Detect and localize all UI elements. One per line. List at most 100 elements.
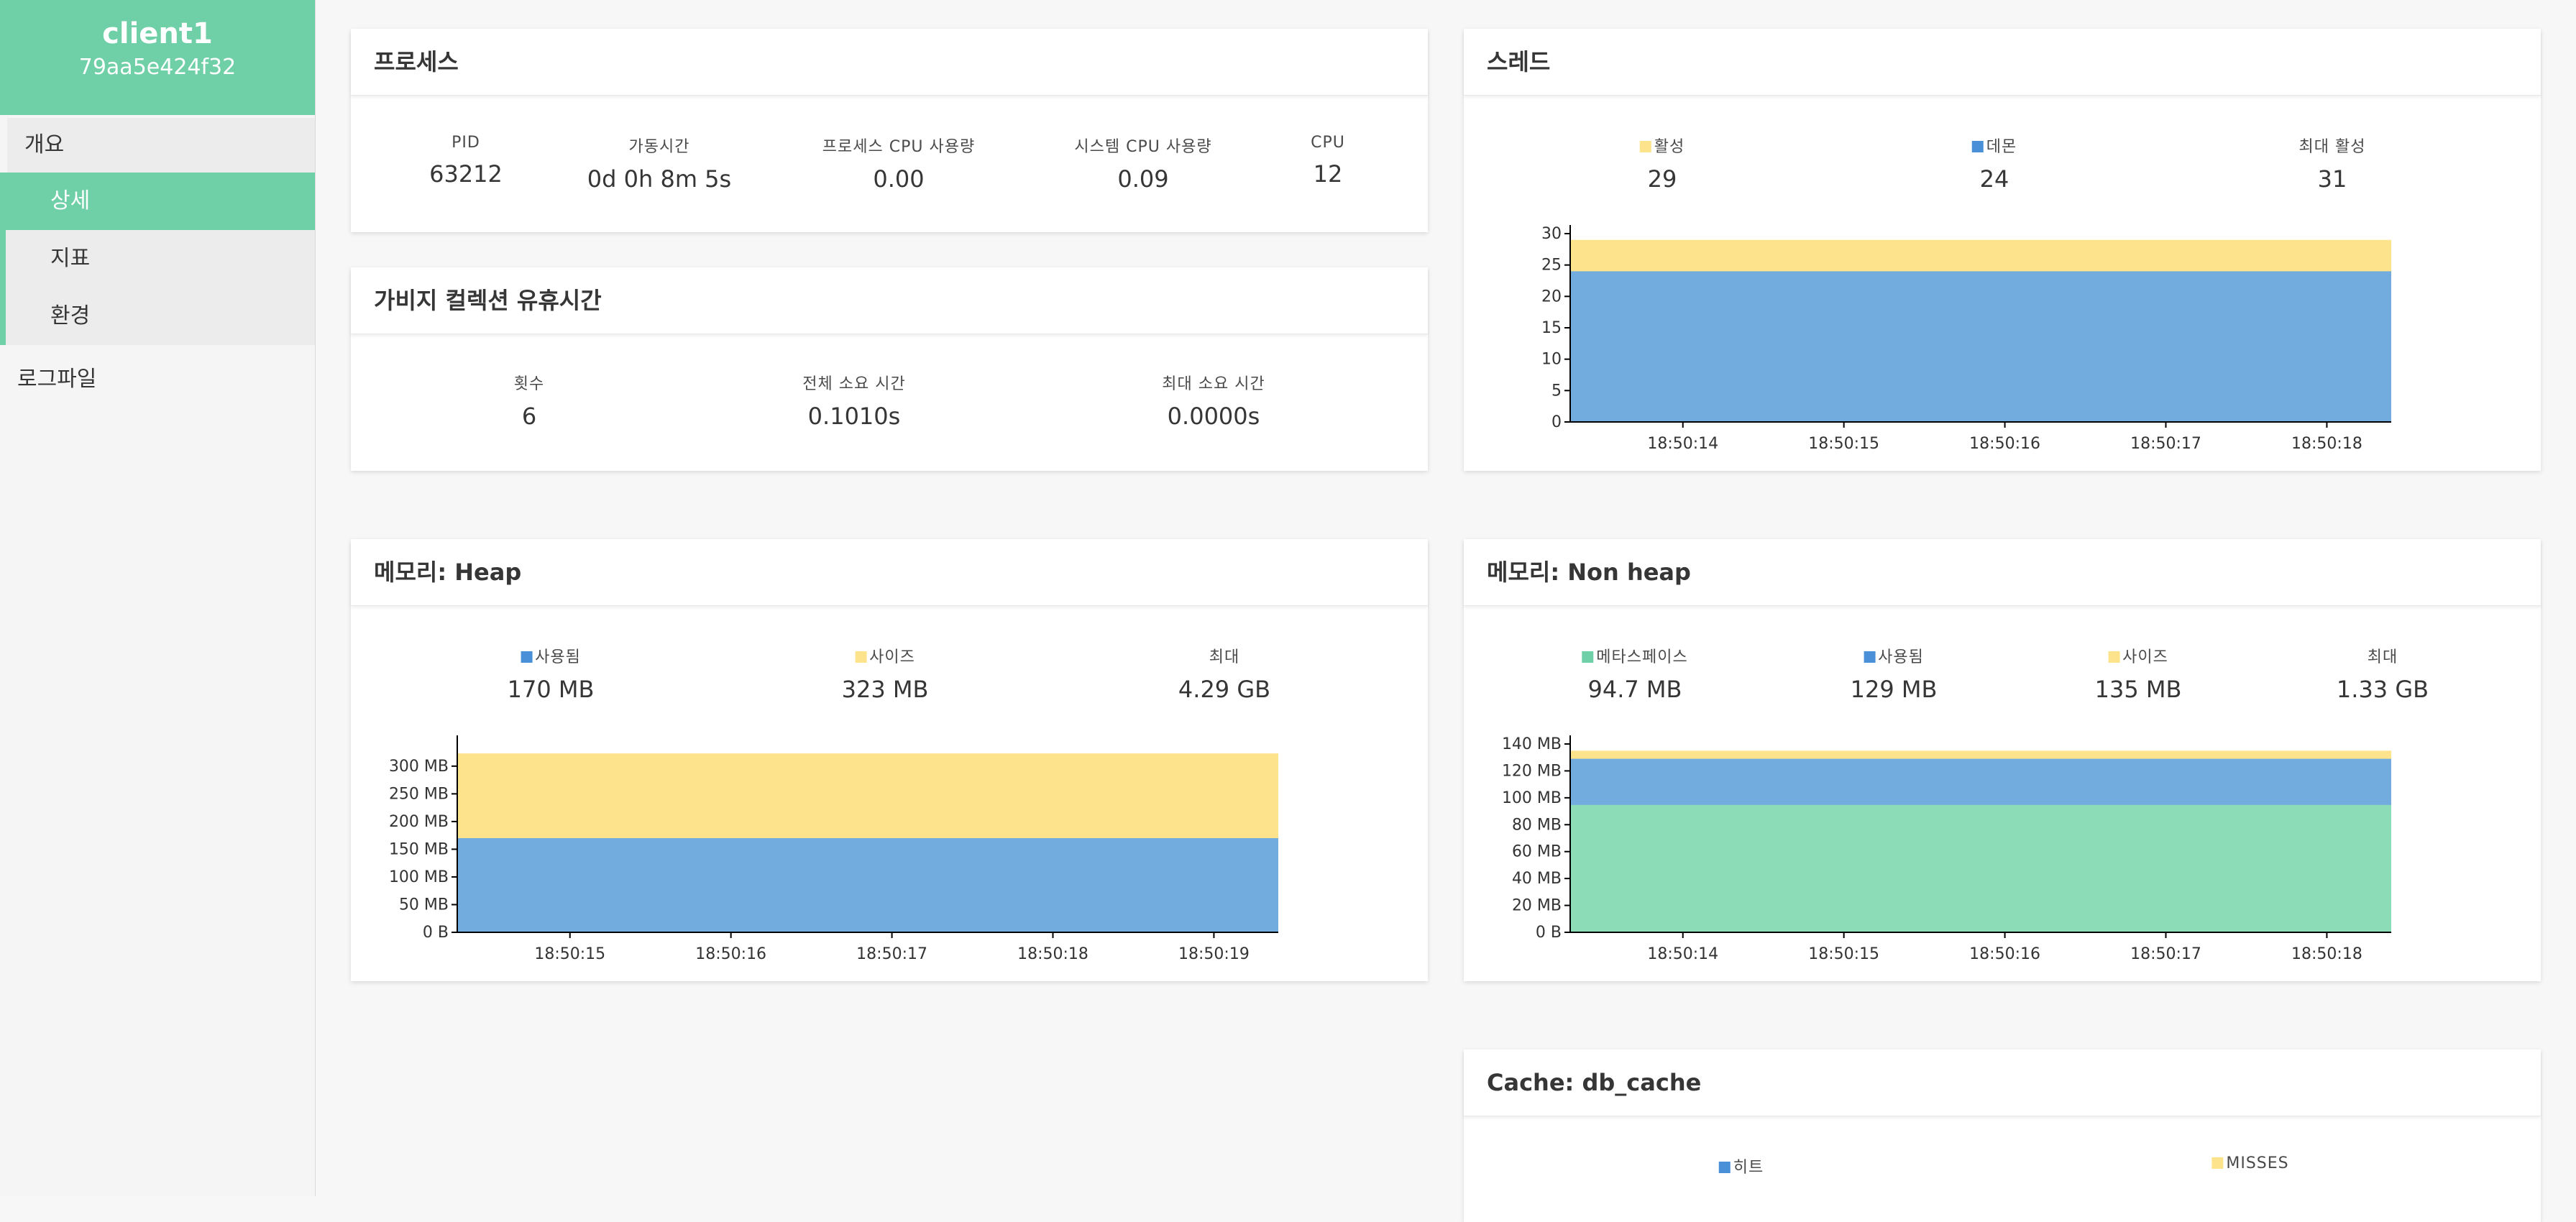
stat-cache-hits: 히트	[1718, 1154, 1764, 1177]
y-tick-label: 5	[1551, 382, 1562, 400]
stat-label: MISSES	[2226, 1154, 2289, 1172]
x-tick-label: 18:50:18	[2291, 435, 2362, 453]
y-tick-label: 200 MB	[389, 813, 449, 831]
stat-label: 사이즈	[869, 648, 915, 666]
y-tick-label: 100 MB	[1502, 789, 1562, 807]
area-green	[1570, 804, 2391, 932]
heap-title: 메모리: Heap	[351, 539, 1428, 606]
y-tick-label: 25	[1541, 257, 1562, 275]
legend-swatch-green	[1582, 651, 1594, 663]
stat-value: 4.29 GB	[1178, 676, 1271, 703]
sidebar: client1 79aa5e424f32 개요 상세 지표 환경 로그파일	[0, 0, 316, 1196]
heap-card: 메모리: Heap 사용됨 170 MB 사이즈 323 MB 최대 4.29 …	[351, 539, 1428, 981]
heap-chart: 0 B 50 MB 100 MB 150 MB 200 MB 250 MB 300 MB 18…	[389, 735, 1278, 963]
y-tick-label: 20 MB	[1512, 897, 1562, 915]
stat-label: 데몬	[1986, 138, 2017, 156]
stat-threads-peak: 최대 활성 31	[2299, 134, 2366, 193]
stat-value: 129 MB	[1850, 676, 1938, 703]
stat-heap-max: 최대 4.29 GB	[1178, 644, 1270, 703]
nonheap-chart: 0 B 20 MB 40 MB 60 MB 80 MB 100 MB 120 MB 140 M…	[1502, 735, 2391, 963]
stat-label: CPU	[1311, 134, 1345, 152]
nav-item-environment[interactable]: 환경	[0, 288, 315, 345]
y-tick-label: 140 MB	[1502, 735, 1562, 753]
legend-swatch-yellow	[2211, 1157, 2224, 1169]
cache-card: Cache: db_cache 히트 MISSES	[1464, 1049, 2541, 1222]
legend-swatch-blue	[1718, 1162, 1731, 1173]
stat-value: 0.09	[1117, 165, 1169, 193]
stat-label: PID	[452, 134, 480, 152]
stat-nonheap-used: 사용됨 129 MB	[1851, 644, 1938, 703]
stat-label: 히트	[1733, 1159, 1764, 1177]
x-tick-label: 18:50:16	[1969, 945, 2040, 963]
stat-uptime: 가동시간 0d 0h 8m 5s	[587, 134, 731, 193]
stat-value: 12	[1313, 160, 1343, 188]
stat-heap-size: 사이즈 323 MB	[842, 644, 929, 703]
process-card: 프로세스 PID 63212 가동시간 0d 0h 8m 5s 프로세스 CPU…	[351, 29, 1428, 232]
nav-item-details[interactable]: 상세	[0, 173, 315, 230]
app-header: client1 79aa5e424f32	[0, 0, 315, 115]
x-tick-label: 18:50:15	[1808, 435, 1879, 453]
stat-value: 94.7 MB	[1587, 676, 1682, 703]
x-tick-label: 18:50:18	[1017, 945, 1088, 963]
stat-label: 프로세스 CPU 사용량	[822, 138, 976, 156]
stat-pid: PID 63212	[429, 134, 503, 188]
stat-value: 170 MB	[507, 676, 595, 703]
stat-heap-used: 사용됨 170 MB	[508, 644, 595, 703]
y-tick-label: 10	[1541, 351, 1562, 369]
y-tick-label: 60 MB	[1512, 843, 1562, 861]
stat-label: 전체 소요 시간	[802, 375, 906, 393]
x-tick-label: 18:50:16	[1969, 435, 2040, 453]
y-tick-label: 50 MB	[399, 896, 449, 914]
threads-chart: 0 5 10 15 20 25 30 18:50:14 18:50:15 18:50:16 18:5…	[1541, 225, 2391, 453]
area-blue	[457, 838, 1278, 932]
nav-logfile[interactable]: 로그파일	[17, 367, 97, 392]
nav-item-metrics[interactable]: 지표	[0, 230, 315, 288]
nav-overview[interactable]: 개요	[0, 118, 315, 173]
app-id: 79aa5e424f32	[78, 55, 237, 80]
stat-value: 24	[1979, 165, 2009, 193]
stat-label: 최대	[1209, 648, 1240, 666]
stat-value: 1.33 GB	[2336, 676, 2429, 703]
y-tick-label: 40 MB	[1512, 870, 1562, 888]
x-tick-label: 18:50:19	[1178, 945, 1250, 963]
stat-cpu: CPU 12	[1311, 134, 1345, 188]
x-tick-label: 18:50:15	[534, 945, 605, 963]
y-tick-label: 300 MB	[389, 758, 449, 776]
y-tick-label: 250 MB	[389, 785, 449, 803]
stat-label: 횟수	[513, 375, 545, 393]
legend-swatch-yellow	[2108, 651, 2120, 663]
stat-value: 63212	[429, 160, 503, 188]
stat-value: 0.1010s	[807, 403, 901, 430]
y-tick-label: 15	[1541, 319, 1562, 337]
stat-threads-daemon: 데몬 24	[1971, 134, 2017, 193]
x-tick-label: 18:50:18	[2291, 945, 2362, 963]
stat-label: 사이즈	[2122, 648, 2168, 666]
stat-label: 메타스페이스	[1596, 648, 1688, 666]
y-tick-label: 20	[1541, 288, 1562, 306]
stat-label: 시스템 CPU 사용량	[1074, 138, 1212, 156]
y-tick-label: 0 B	[1536, 924, 1562, 942]
stat-label: 활성	[1654, 138, 1685, 156]
y-tick-label: 0	[1551, 413, 1562, 431]
process-title: 프로세스	[351, 29, 1428, 96]
x-tick-label: 18:50:16	[695, 945, 766, 963]
stat-value: 0.00	[873, 165, 925, 193]
stat-label: 최대 소요 시간	[1162, 375, 1265, 393]
legend-swatch-yellow	[1639, 141, 1651, 152]
x-tick-label: 18:50:15	[1808, 945, 1879, 963]
stat-nonheap-max: 최대 1.33 GB	[2337, 644, 2429, 703]
stat-cache-misses: MISSES	[2211, 1154, 2288, 1172]
legend-swatch-blue	[521, 651, 533, 663]
y-tick-label: 0 B	[423, 924, 449, 942]
gc-card: 가비지 컬렉션 유휴시간 횟수 6 전체 소요 시간 0.1010s 최대 소요…	[351, 267, 1428, 471]
app-name: client1	[102, 17, 213, 50]
y-tick-label: 30	[1541, 225, 1562, 243]
y-tick-label: 100 MB	[389, 868, 449, 886]
nonheap-card: 메모리: Non heap 메타스페이스 94.7 MB 사용됨 129 MB …	[1464, 539, 2541, 981]
cache-title: Cache: db_cache	[1464, 1049, 2541, 1116]
y-tick-label: 120 MB	[1502, 762, 1562, 780]
legend-swatch-blue	[1971, 141, 1984, 152]
stat-value: 0d 0h 8m 5s	[587, 165, 732, 193]
x-tick-label: 18:50:17	[2130, 945, 2201, 963]
stat-label: 최대 활성	[2298, 138, 2366, 156]
